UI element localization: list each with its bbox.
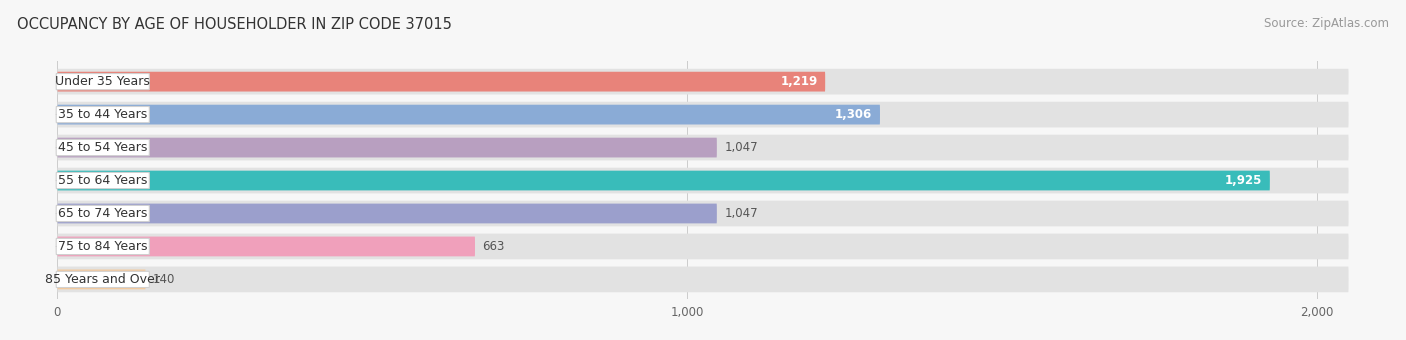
Text: OCCUPANCY BY AGE OF HOUSEHOLDER IN ZIP CODE 37015: OCCUPANCY BY AGE OF HOUSEHOLDER IN ZIP C…	[17, 17, 451, 32]
FancyBboxPatch shape	[58, 234, 1348, 259]
Text: 65 to 74 Years: 65 to 74 Years	[58, 207, 148, 220]
Text: Under 35 Years: Under 35 Years	[55, 75, 150, 88]
FancyBboxPatch shape	[58, 135, 1348, 160]
FancyBboxPatch shape	[56, 205, 149, 222]
Text: 140: 140	[153, 273, 176, 286]
FancyBboxPatch shape	[56, 73, 149, 90]
Text: 1,306: 1,306	[835, 108, 873, 121]
Text: 1,219: 1,219	[780, 75, 818, 88]
FancyBboxPatch shape	[56, 238, 149, 255]
Text: 85 Years and Over: 85 Years and Over	[45, 273, 160, 286]
FancyBboxPatch shape	[58, 204, 717, 223]
FancyBboxPatch shape	[58, 237, 475, 256]
FancyBboxPatch shape	[56, 271, 149, 288]
FancyBboxPatch shape	[58, 72, 825, 91]
Text: 55 to 64 Years: 55 to 64 Years	[58, 174, 148, 187]
Text: 663: 663	[482, 240, 505, 253]
Text: Source: ZipAtlas.com: Source: ZipAtlas.com	[1264, 17, 1389, 30]
FancyBboxPatch shape	[58, 267, 1348, 292]
Text: 1,925: 1,925	[1225, 174, 1263, 187]
FancyBboxPatch shape	[58, 138, 717, 157]
Text: 35 to 44 Years: 35 to 44 Years	[58, 108, 148, 121]
FancyBboxPatch shape	[56, 172, 149, 189]
FancyBboxPatch shape	[56, 106, 149, 123]
FancyBboxPatch shape	[56, 139, 149, 156]
FancyBboxPatch shape	[58, 102, 1348, 128]
Text: 75 to 84 Years: 75 to 84 Years	[58, 240, 148, 253]
FancyBboxPatch shape	[58, 69, 1348, 95]
Text: 45 to 54 Years: 45 to 54 Years	[58, 141, 148, 154]
Text: 1,047: 1,047	[724, 207, 758, 220]
FancyBboxPatch shape	[58, 270, 146, 289]
FancyBboxPatch shape	[58, 201, 1348, 226]
FancyBboxPatch shape	[58, 171, 1270, 190]
Text: 1,047: 1,047	[724, 141, 758, 154]
FancyBboxPatch shape	[58, 105, 880, 124]
FancyBboxPatch shape	[58, 168, 1348, 193]
